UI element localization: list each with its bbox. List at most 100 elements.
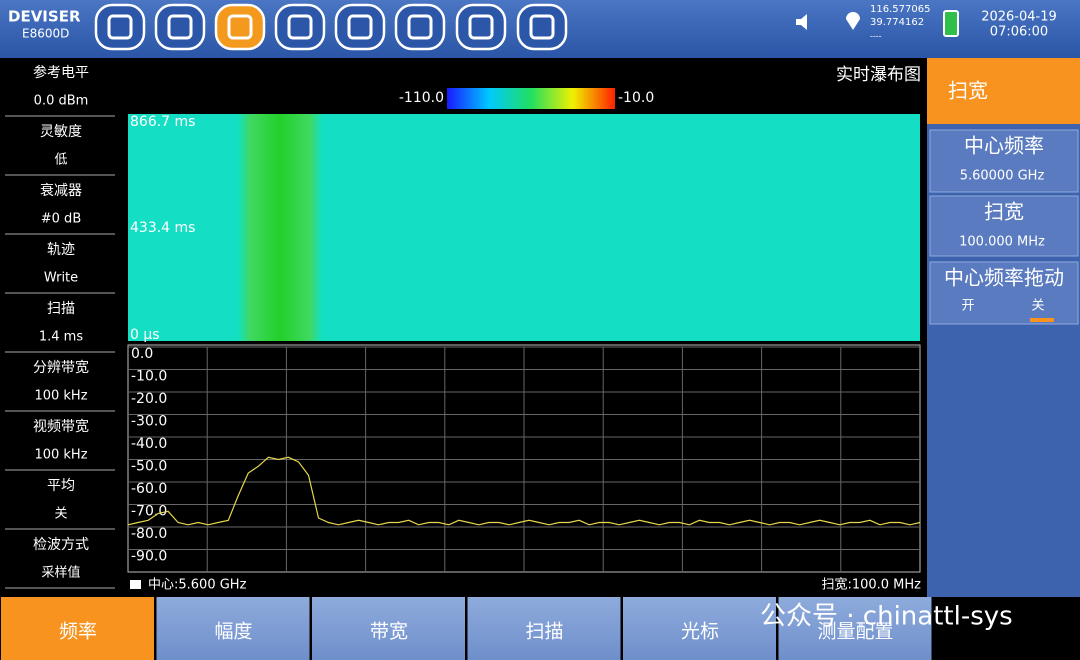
button-icon[interactable] — [287, 14, 313, 40]
y-tick-label: -90.0 — [131, 549, 167, 565]
longitude: 116.577065 — [870, 4, 930, 15]
param-value[interactable]: #0 dB — [41, 212, 81, 227]
y-tick-label: -20.0 — [131, 391, 167, 407]
tab-label[interactable]: 幅度 — [214, 621, 252, 643]
tab-label[interactable]: 频率 — [59, 621, 97, 643]
button-icon[interactable] — [167, 14, 193, 40]
date: 2026-04-19 — [981, 10, 1057, 25]
toolbar-button[interactable] — [455, 3, 507, 51]
tab-bg[interactable] — [156, 597, 310, 660]
option[interactable]: 关 — [1031, 299, 1044, 314]
y-tick-label: -30.0 — [131, 414, 167, 430]
button-icon[interactable] — [407, 14, 433, 40]
tab[interactable]: 扫描 — [467, 597, 621, 660]
status-center: 中心:5.600 GHz — [148, 578, 247, 593]
panel-header — [927, 58, 1080, 124]
button-icon[interactable] — [227, 14, 253, 40]
softkey-label[interactable]: 中心频率 — [964, 134, 1044, 158]
tab[interactable]: 幅度 — [156, 597, 310, 660]
softkey-frame[interactable] — [929, 195, 1079, 257]
watermark: 公众号 · chinattl-sys — [760, 602, 1013, 632]
param-value[interactable]: 采样值 — [41, 565, 80, 581]
param-value[interactable]: 低 — [54, 153, 67, 168]
softkey-frame[interactable] — [929, 261, 1079, 325]
param-label[interactable]: 扫描 — [47, 301, 75, 317]
toolbar-button[interactable] — [334, 3, 386, 51]
scale-max: -10.0 — [618, 90, 654, 106]
tab-bg[interactable] — [1, 597, 154, 660]
altitude: ---- — [870, 32, 882, 41]
y-tick-label: 0.0 — [131, 346, 153, 362]
y-tick-label: -80.0 — [131, 526, 167, 542]
param-label[interactable]: 轨迹 — [47, 242, 75, 258]
tab[interactable]: 频率 — [1, 597, 154, 660]
model: E8600D — [22, 27, 69, 41]
y-tick-label: -10.0 — [131, 369, 167, 385]
signal-band — [238, 114, 322, 341]
param-label[interactable]: 视频带宽 — [33, 418, 89, 435]
param-value[interactable]: 0.0 dBm — [34, 94, 89, 109]
param-value[interactable]: 关 — [54, 507, 67, 522]
softkey-label[interactable]: 中心频率拖动 — [944, 266, 1064, 290]
tab-label[interactable]: 测量配置 — [817, 621, 893, 643]
toolbar-button[interactable] — [394, 3, 446, 51]
battery-icon — [943, 10, 959, 37]
toolbar-button[interactable] — [214, 3, 266, 51]
button-icon[interactable] — [347, 14, 373, 40]
button-frame[interactable] — [154, 3, 206, 51]
option[interactable]: 开 — [961, 299, 974, 314]
button-frame[interactable] — [394, 3, 446, 51]
param-value[interactable]: 100 kHz — [34, 389, 87, 404]
tab-label[interactable]: 带宽 — [370, 621, 408, 643]
scale-min: -110.0 — [399, 90, 444, 106]
tab-label[interactable]: 光标 — [681, 621, 719, 643]
tab-bg[interactable] — [467, 597, 621, 660]
softkey-value[interactable]: 100.000 MHz — [959, 235, 1045, 250]
param-label[interactable]: 参考电平 — [33, 64, 89, 81]
button-frame[interactable] — [516, 3, 568, 51]
button-frame[interactable] — [455, 3, 507, 51]
param-label[interactable]: 平均 — [47, 478, 75, 494]
tab-label[interactable]: 扫描 — [525, 621, 563, 643]
tab-bg[interactable] — [778, 597, 932, 660]
softkey[interactable]: 扫宽 100.000 MHz — [929, 195, 1079, 257]
toolbar-button[interactable] — [154, 3, 206, 51]
button-frame[interactable] — [274, 3, 326, 51]
tab[interactable]: 光标 — [623, 597, 776, 660]
time: 07:06:00 — [990, 25, 1048, 40]
toolbar-button[interactable] — [516, 3, 568, 51]
button-frame[interactable] — [214, 3, 266, 51]
param-value[interactable]: 100 kHz — [34, 448, 87, 463]
button-frame[interactable] — [334, 3, 386, 51]
time-label: 0 µs — [130, 327, 160, 343]
tab[interactable]: 带宽 — [312, 597, 465, 660]
panel-title: 扫宽 — [948, 79, 988, 103]
tab-bg[interactable] — [623, 597, 776, 660]
softkey-label[interactable]: 扫宽 — [984, 200, 1024, 224]
param-label[interactable]: 衰减器 — [40, 182, 82, 199]
button-frame[interactable] — [94, 3, 146, 51]
y-tick-label: -40.0 — [131, 436, 167, 452]
param-value[interactable]: 1.4 ms — [39, 330, 83, 345]
param-label[interactable]: 灵敏度 — [40, 124, 82, 140]
status-span: 扫宽:100.0 MHz — [821, 577, 921, 593]
softkey-value[interactable]: 5.60000 GHz — [960, 169, 1045, 184]
button-icon[interactable] — [107, 14, 133, 40]
softkey-frame[interactable] — [929, 129, 1079, 193]
param-value[interactable]: Write — [44, 271, 78, 286]
location-icon — [846, 12, 860, 30]
button-icon[interactable] — [468, 14, 494, 40]
param-label[interactable]: 检波方式 — [33, 537, 89, 553]
toolbar-button[interactable] — [94, 3, 146, 51]
softkey[interactable]: 中心频率 5.60000 GHz — [929, 129, 1079, 193]
tab[interactable]: 测量配置 — [778, 597, 932, 660]
time-label: 433.4 ms — [130, 220, 195, 236]
button-icon[interactable] — [529, 14, 555, 40]
param-label[interactable]: 分辨带宽 — [33, 359, 89, 376]
latitude: 39.774162 — [870, 17, 924, 28]
y-tick-label: -60.0 — [131, 481, 167, 497]
tab-bg[interactable] — [312, 597, 465, 660]
toolbar-button[interactable] — [274, 3, 326, 51]
